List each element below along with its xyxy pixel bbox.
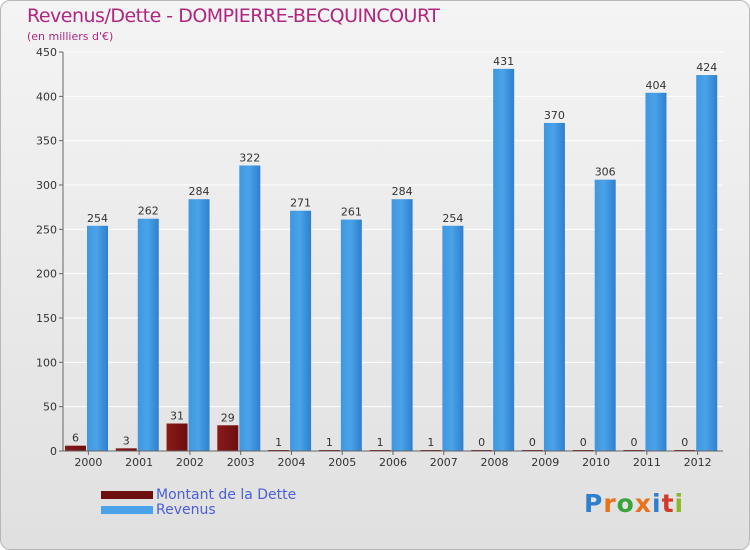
x-tick-label-2001: 2001: [125, 456, 153, 469]
bar-revenue-2005: [340, 219, 362, 451]
label-debt-2003: 29: [221, 411, 235, 424]
y-tick-label: 100: [36, 356, 57, 369]
label-revenue-2012: 424: [696, 61, 717, 74]
y-tick-label: 450: [36, 46, 57, 59]
label-revenue-2008: 431: [493, 55, 514, 68]
bar-revenue-2001: [137, 218, 159, 451]
label-debt-2006: 1: [377, 436, 384, 449]
x-tick-label-2009: 2009: [531, 456, 559, 469]
bar-debt-2003: [217, 425, 239, 451]
label-debt-2004: 1: [275, 436, 282, 449]
x-tick-label-2007: 2007: [430, 456, 458, 469]
data-labels: 6 254 3 262 31 284 29 322 1 271 1 261 1 284 1 254 0 431 0 3…: [72, 55, 717, 449]
bar-revenue-2004: [290, 210, 312, 451]
label-debt-2007: 1: [427, 436, 434, 449]
bar-revenue-2000: [87, 225, 108, 451]
label-debt-2012: 0: [681, 436, 688, 449]
label-debt-2008: 0: [478, 436, 485, 449]
label-debt-2005: 1: [326, 436, 333, 449]
label-revenue-2007: 254: [442, 212, 463, 225]
y-tick-label: 250: [36, 223, 57, 236]
x-tick-label-2006: 2006: [379, 456, 407, 469]
y-tick-label: 350: [36, 135, 57, 148]
logo-letter: i: [652, 489, 662, 518]
label-revenue-2002: 284: [189, 185, 210, 198]
x-tick-label-2008: 2008: [481, 456, 509, 469]
x-tick-label-2002: 2002: [176, 456, 204, 469]
y-tick-label: 400: [36, 90, 57, 103]
bar-revenue-2009: [543, 122, 565, 451]
bar-revenue-2006: [391, 199, 413, 451]
legend-swatch-debt: [101, 491, 153, 499]
label-debt-2000: 6: [72, 432, 79, 445]
chart-title: Revenus/Dette - DOMPIERRE-BECQUINCOURT: [27, 5, 440, 27]
x-tick-label-2011: 2011: [633, 456, 661, 469]
y-tick-label: 50: [43, 401, 57, 414]
legend-label-debt: Montant de la Dette: [156, 487, 297, 503]
bar-revenue-2011: [645, 92, 667, 451]
logo-letter: t: [661, 489, 675, 518]
logo-letter: i: [674, 489, 685, 518]
x-axis-ticks: 2000 2001 2002 2003 2004 2005 2006 2007 2008 2009…: [74, 451, 712, 469]
label-revenue-2006: 284: [392, 185, 413, 198]
label-revenue-2000: 254: [87, 212, 108, 225]
legend-label-revenue: Revenus: [156, 502, 216, 518]
bars: [65, 68, 718, 451]
bar-revenue-2002: [188, 199, 210, 451]
y-tick-label: 150: [36, 312, 57, 325]
x-tick-label-2000: 2000: [74, 456, 102, 469]
bar-revenue-2003: [239, 165, 261, 451]
x-tick-label-2003: 2003: [227, 456, 255, 469]
bar-debt-2002: [166, 423, 188, 451]
y-tick-label: 0: [50, 445, 57, 458]
legend-swatch-revenue: [101, 506, 153, 514]
label-revenue-2003: 322: [239, 151, 260, 164]
y-tick-label: 300: [36, 179, 57, 192]
label-debt-2011: 0: [630, 436, 637, 449]
x-tick-label-2005: 2005: [328, 456, 356, 469]
bar-revenue-2008: [493, 68, 515, 451]
label-debt-2010: 0: [580, 436, 587, 449]
label-revenue-2010: 306: [595, 166, 616, 179]
label-debt-2009: 0: [529, 436, 536, 449]
label-debt-2001: 3: [123, 434, 130, 447]
label-revenue-2005: 261: [341, 206, 362, 219]
logo-letter: x: [634, 489, 652, 518]
label-revenue-2004: 271: [290, 197, 311, 210]
label-debt-2002: 31: [170, 410, 184, 423]
logo-letter: o: [616, 489, 635, 518]
label-revenue-2011: 404: [645, 79, 666, 92]
x-tick-label-2004: 2004: [277, 456, 305, 469]
proxiti-logo: Proxiti: [584, 489, 684, 518]
bar-revenue-2012: [696, 75, 718, 451]
label-revenue-2001: 262: [138, 205, 159, 218]
bar-revenue-2010: [594, 179, 616, 451]
y-axis-ticks: 0 50 100 150 200 250 300 350 400 450: [36, 46, 63, 458]
label-revenue-2009: 370: [544, 109, 565, 122]
x-tick-label-2010: 2010: [582, 456, 610, 469]
x-tick-label-2012: 2012: [684, 456, 712, 469]
chart-subtitle: (en milliers d'€): [27, 30, 114, 43]
bar-debt-2000: [65, 445, 86, 451]
bar-revenue-2007: [442, 225, 464, 451]
logo-letter: r: [603, 489, 617, 518]
y-tick-label: 200: [36, 268, 57, 281]
logo-letter: P: [584, 489, 604, 518]
bar-debt-2001: [115, 448, 137, 451]
